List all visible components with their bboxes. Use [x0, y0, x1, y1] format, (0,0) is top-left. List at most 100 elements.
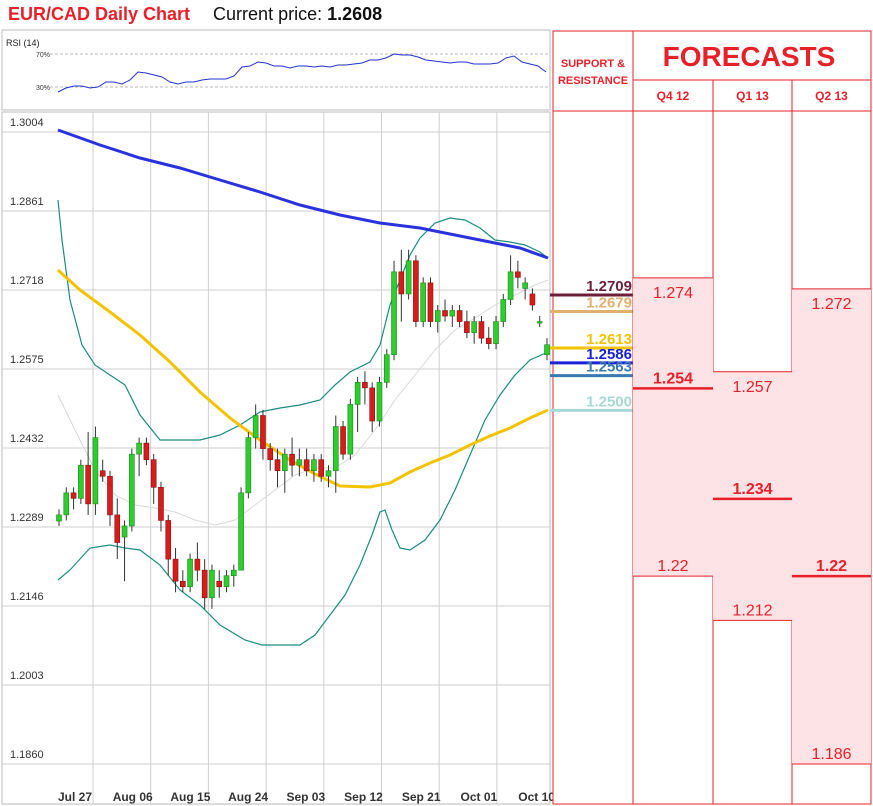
y-tick-label: 1.2289: [10, 512, 44, 524]
x-tick-label: Jul 27: [58, 790, 92, 804]
candle: [274, 448, 281, 488]
forecast-range: [792, 288, 871, 764]
candle: [209, 564, 215, 609]
quarter-label: Q2 13: [815, 89, 848, 103]
forecast-low: 1.22: [657, 558, 688, 575]
candle: [260, 409, 266, 460]
candle: [544, 338, 550, 361]
candle: [63, 487, 70, 521]
candle: [507, 255, 514, 305]
y-axis: 1.3004 1.2861 1.2718 1.2575 1.2432 1.2289 1.21…: [10, 117, 44, 761]
candle: [252, 404, 259, 449]
sr-level-label: 1.2563: [586, 359, 632, 376]
sr-level-label: 1.2586: [586, 346, 632, 363]
sr-heading-line2: RESISTANCE: [558, 75, 628, 87]
candle: [201, 559, 208, 609]
forecast-mid: 1.234: [732, 481, 772, 498]
sr-level-label: 1.2613: [586, 331, 632, 348]
x-axis: Jul 27 Aug 06 Aug 15 Aug 24 Sep 03 Sep 12 Sep …: [58, 790, 555, 804]
candle: [165, 514, 172, 576]
candle: [99, 459, 106, 482]
forecasts-heading: FORECASTS: [663, 41, 836, 72]
rsi-panel: RSI (14) 70% 30%: [1, 29, 551, 111]
candle: [303, 448, 310, 477]
y-tick-label: 1.2861: [10, 196, 44, 208]
forecast-mid: 1.22: [816, 558, 847, 575]
bollinger-upper: [57, 199, 549, 441]
x-tick-label: Oct 01: [461, 790, 498, 804]
price-panel: 1.3004 1.2861 1.2718 1.2575 1.2432 1.2289 1.21…: [1, 111, 555, 805]
y-tick-label: 1.2146: [10, 591, 44, 603]
candle: [121, 520, 128, 582]
candle: [347, 398, 354, 460]
candle: [289, 437, 295, 477]
x-tick-label: Sep 12: [344, 790, 383, 804]
candle: [92, 426, 99, 515]
candle: [129, 448, 135, 532]
candle: [231, 564, 237, 587]
ma-blue: [57, 128, 549, 260]
sr-level-label: 1.2709: [586, 278, 632, 295]
rsi-level-70: 70%: [36, 52, 50, 59]
candle: [442, 299, 448, 322]
candle: [281, 448, 288, 493]
y-tick-label: 1.2718: [10, 275, 44, 287]
sr-level-label: 1.2500: [586, 393, 632, 410]
candle: [449, 304, 456, 328]
current-price-value: 1.2608: [327, 4, 383, 24]
candle: [420, 277, 426, 328]
x-tick-label: Oct 10: [518, 790, 555, 804]
candle: [267, 443, 274, 471]
quarter-label: Q1 13: [736, 89, 769, 103]
candle: [238, 487, 244, 571]
rsi-level-30: 30%: [36, 85, 50, 92]
y-tick-label: 1.2575: [10, 354, 44, 366]
chart-header: EUR/CAD Daily Chart Current price: 1.260…: [8, 4, 382, 28]
candle: [296, 448, 303, 477]
candle: [478, 316, 485, 344]
candle: [158, 481, 164, 532]
candle: [354, 376, 361, 433]
candle: [78, 459, 84, 504]
y-tick-label: 1.1860: [10, 749, 44, 761]
sr-heading-line1: SUPPORT &: [561, 58, 625, 70]
candle: [413, 255, 419, 328]
candle: [398, 249, 405, 322]
candle: [362, 371, 368, 405]
candle: [85, 432, 91, 515]
forecast-high: 1.272: [811, 296, 851, 313]
candle: [245, 432, 252, 499]
candle: [332, 415, 339, 493]
chart-title: EUR/CAD Daily Chart: [8, 4, 191, 24]
candle: [536, 316, 543, 328]
candle: [172, 548, 179, 593]
forecasts-panel: FORECASTS Q4 12 1.274 1.254 1.22 Q1 13 1.257 1…: [632, 30, 872, 805]
bollinger-middle: [57, 279, 549, 526]
quarter-label: Q4 12: [657, 89, 690, 103]
bollinger-lower: [57, 351, 549, 646]
support-resistance-panel: SUPPORT & RESISTANCE 1.27091.26791.26131…: [550, 30, 634, 805]
candle: [318, 454, 325, 482]
x-tick-label: Aug 15: [170, 790, 210, 804]
forecast-range: [633, 277, 713, 577]
candle: [500, 293, 507, 328]
candle: [471, 316, 477, 344]
candle: [485, 327, 492, 350]
candle: [493, 316, 499, 350]
candle: [427, 277, 434, 328]
candle: [150, 454, 157, 504]
candles: [56, 249, 550, 609]
candle: [107, 470, 113, 526]
candle: [369, 382, 375, 433]
candle: [194, 542, 201, 582]
candle: [114, 498, 121, 560]
current-price-label: Current price:: [213, 4, 323, 24]
candle: [136, 437, 142, 477]
forecast-mid: 1.254: [653, 370, 693, 387]
candle: [216, 570, 223, 598]
sr-level-label: 1.2679: [586, 295, 632, 312]
candle: [383, 349, 390, 388]
forecast-q2-13: Q2 13 1.272 1.22 1.186: [792, 89, 871, 765]
